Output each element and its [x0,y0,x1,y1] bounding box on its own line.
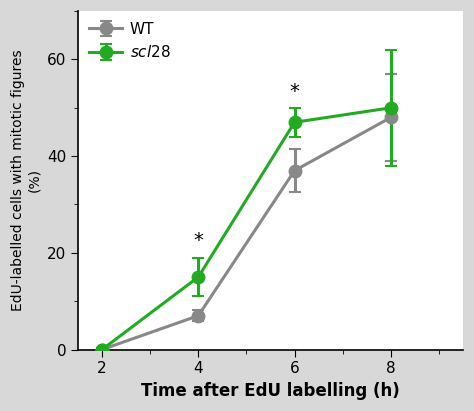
Text: *: * [290,81,300,101]
X-axis label: Time after EdU labelling (h): Time after EdU labelling (h) [141,382,400,400]
Y-axis label: EdU-labelled cells with mitotic figures
(%): EdU-labelled cells with mitotic figures … [11,49,41,311]
Text: *: * [193,231,203,250]
Legend: WT, $\it{scl28}$: WT, $\it{scl28}$ [82,16,177,67]
